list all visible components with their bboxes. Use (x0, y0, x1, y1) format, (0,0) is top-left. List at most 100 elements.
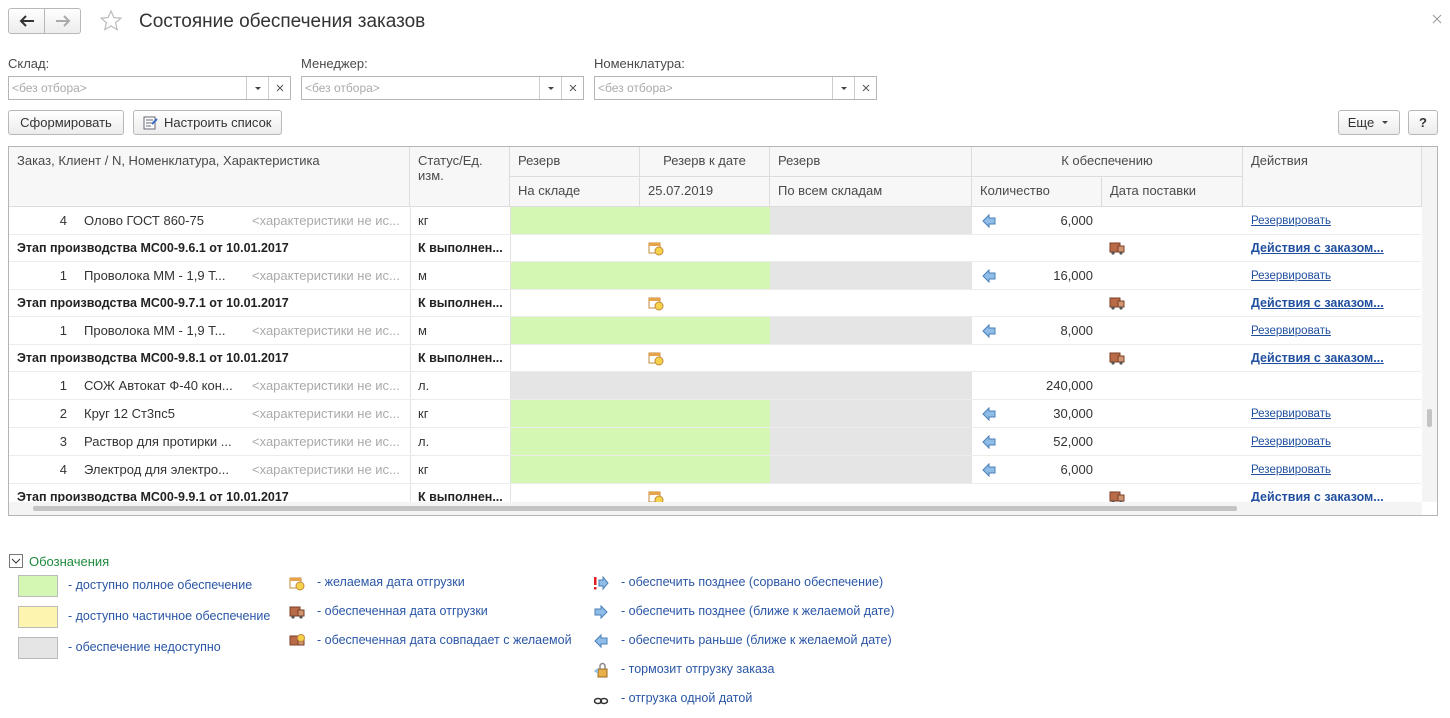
reserve-link[interactable]: Резервировать (1251, 324, 1331, 337)
filter-input[interactable]: <без отбора> (301, 76, 584, 100)
column-header: По всем складам (770, 177, 972, 207)
reserve-all-fill (770, 317, 972, 344)
clear-button[interactable] (268, 77, 291, 99)
reserve-link[interactable]: Резервировать (1251, 463, 1331, 476)
legend-label: - отгрузка одной датой (621, 691, 753, 705)
legend-label: - обеспеченная дата отгрузки (317, 604, 488, 618)
column-separator (510, 290, 511, 316)
dropdown-caret (841, 87, 847, 90)
horizontal-scrollbar[interactable] (9, 502, 1422, 515)
legend-label: - тормозит отгрузку заказа (621, 662, 775, 676)
filter-label: Менеджер: (301, 56, 368, 71)
filter-label: Номенклатура: (594, 56, 685, 71)
legend-label: - желаемая дата отгрузки (317, 575, 465, 589)
desired-date-icon (648, 242, 664, 256)
column-separator (410, 290, 411, 316)
reserve-fill (510, 456, 770, 483)
help-button[interactable]: ? (1408, 110, 1438, 135)
legend-label: - обеспечить раньше (ближе к желаемой да… (621, 633, 892, 647)
legend-label: - обеспечить позднее (ближе к желаемой д… (621, 604, 895, 618)
stage-status: К выполнен... (418, 351, 503, 365)
item-quantity: 6,000 (1060, 462, 1093, 477)
item-quantity: 8,000 (1060, 323, 1093, 338)
reserve-all-fill (770, 372, 972, 399)
column-header: Действия (1243, 147, 1422, 207)
close-button[interactable] (1432, 14, 1442, 24)
item-characteristic: <характеристики не ис... (252, 323, 400, 338)
legend-swatch (18, 575, 58, 597)
dropdown-caret (255, 87, 261, 90)
filter-placeholder: <без отбора> (12, 81, 87, 95)
filter-input[interactable]: <без отбора> (594, 76, 877, 100)
supply-arrow (982, 406, 996, 422)
reserve-link[interactable]: Резервировать (1251, 407, 1331, 420)
item-name: Раствор для протирки ... (84, 434, 232, 449)
legend-label: - доступно полное обеспечение (68, 578, 253, 592)
reserve-all-fill (770, 400, 972, 427)
dropdown-button[interactable] (539, 77, 562, 99)
filter-placeholder: <без отбора> (305, 81, 380, 95)
legend-title[interactable]: Обозначения (29, 554, 110, 569)
legend-icon (594, 662, 608, 678)
stage-status: К выполнен... (418, 241, 503, 255)
item-name: Проволока ММ - 1,9 Т... (84, 268, 226, 283)
legend-swatch (18, 606, 58, 628)
item-row: 1 Проволока ММ - 1,9 Т... <характеристики … (9, 317, 1421, 345)
scroll-thumb[interactable] (1427, 409, 1432, 427)
column-separator (510, 235, 511, 261)
scroll-thumb[interactable] (33, 506, 1237, 511)
filter-input[interactable]: <без отбора> (8, 76, 291, 100)
column-separator (410, 317, 411, 344)
line-number: 2 (59, 406, 67, 421)
reserve-link[interactable]: Резервировать (1251, 269, 1331, 282)
generate-button[interactable]: Сформировать (8, 110, 124, 135)
column-separator (510, 207, 511, 234)
back-button[interactable] (8, 8, 45, 34)
column-separator (410, 262, 411, 289)
forward-icon (55, 15, 70, 27)
item-row: 1 СОЖ Автокат Ф-40 кон... <характеристики … (9, 372, 1421, 400)
order-actions-link[interactable]: Действия с заказом... (1251, 241, 1384, 255)
supply-arrow (982, 462, 996, 478)
column-header: Резерв к дате (640, 147, 770, 177)
order-actions-link[interactable]: Действия с заказом... (1251, 490, 1384, 502)
column-separator (510, 262, 511, 289)
configure-button[interactable]: Настроить список (133, 110, 282, 135)
item-row: 2 Круг 12 Ст3пс5 <характеристики не ис... к… (9, 400, 1421, 428)
filter-label: Склад: (8, 56, 50, 71)
more-label: Еще (1347, 115, 1375, 130)
column-header: Дата поставки (1102, 177, 1243, 207)
line-number: 1 (59, 268, 67, 283)
dropdown-button[interactable] (246, 77, 269, 99)
order-actions-link[interactable]: Действия с заказом... (1251, 351, 1384, 365)
favorite-star[interactable] (99, 9, 123, 33)
supply-arrow (982, 434, 996, 450)
clear-button[interactable] (561, 77, 584, 99)
more-button[interactable]: Еще (1338, 110, 1400, 135)
clear-button[interactable] (854, 77, 877, 99)
stage-row: Этап производства МС00-9.7.1 от 10.01.20… (9, 290, 1421, 317)
reserve-fill (510, 428, 770, 455)
supply-arrow (982, 213, 996, 229)
vertical-scrollbar[interactable] (1422, 147, 1437, 502)
legend-toggle[interactable] (9, 554, 24, 569)
stage-status: К выполнен... (418, 490, 503, 502)
column-header: К обеспечению (972, 147, 1243, 177)
dropdown-button[interactable] (832, 77, 855, 99)
column-header: Заказ, Клиент / N, Номенклатура, Характе… (9, 147, 410, 207)
forward-button[interactable] (44, 8, 81, 34)
item-unit: л. (418, 434, 430, 449)
clear-icon (862, 84, 870, 92)
order-actions-link[interactable]: Действия с заказом... (1251, 296, 1384, 310)
ensured-date-icon (1109, 491, 1125, 502)
column-header: 25.07.2019 (640, 177, 770, 207)
stage-name: Этап производства МС00-9.8.1 от 10.01.20… (17, 351, 289, 365)
more-caret (1382, 120, 1389, 124)
reserve-all-fill (770, 428, 972, 455)
column-separator (410, 484, 411, 502)
reserve-link[interactable]: Резервировать (1251, 214, 1331, 227)
legend-icon (593, 697, 609, 705)
reserve-link[interactable]: Резервировать (1251, 435, 1331, 448)
item-characteristic: <характеристики не ис... (252, 462, 400, 477)
